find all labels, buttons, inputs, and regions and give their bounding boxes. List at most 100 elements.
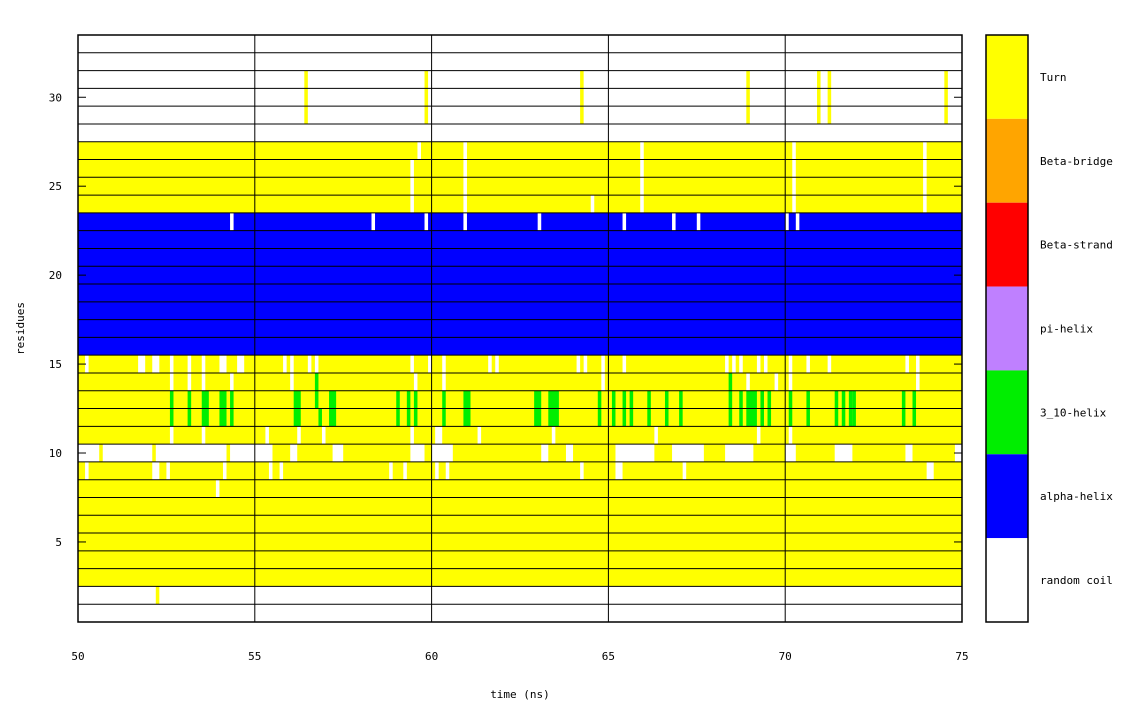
segment-residue-12 — [901, 408, 906, 427]
legend: Turn Beta-bridge Beta-strand pi-helix 3_10-h… — [985, 34, 1113, 623]
row-7 — [78, 497, 962, 516]
segment-residue-13 — [187, 390, 192, 409]
y-axis-label: residues — [14, 302, 27, 355]
row-8 — [78, 479, 962, 498]
legend-label: pi-helix — [1040, 323, 1093, 336]
segment-residue-23 — [785, 212, 789, 231]
segment-residue-14 — [201, 372, 206, 391]
segment-residue-15 — [201, 355, 206, 373]
legend-label: Beta-strand — [1040, 239, 1113, 252]
segment-residue-15 — [495, 355, 499, 373]
segment-residue-15 — [725, 355, 729, 373]
segment-residue-13 — [442, 390, 446, 409]
row-5 — [78, 533, 962, 551]
segment-residue-24 — [640, 195, 644, 213]
segment-residue-12 — [848, 408, 853, 427]
segment-residue-23 — [696, 212, 701, 231]
segment-residue-13 — [841, 390, 846, 409]
segment-residue-12 — [834, 408, 839, 427]
legend-swatch-beta-bridge — [986, 118, 1028, 203]
segment-residue-24 — [590, 195, 595, 213]
row-13 — [78, 390, 962, 409]
segment-residue-31 — [304, 70, 308, 89]
segment-residue-13 — [463, 390, 471, 409]
segment-residue-31 — [424, 70, 429, 89]
segment-residue-9 — [682, 461, 687, 480]
segment-residue-12 — [442, 408, 446, 427]
legend-swatch-beta-strand — [986, 202, 1028, 287]
segment-residue-13 — [548, 390, 559, 409]
segment-residue-26 — [463, 159, 467, 178]
segment-residue-29 — [580, 106, 584, 124]
x-axis-label: time (ns) — [490, 688, 550, 701]
segment-residue-12 — [622, 408, 627, 427]
segment-residue-13 — [746, 390, 757, 409]
row-4 — [78, 550, 962, 569]
segment-residue-30 — [827, 88, 832, 107]
segment-residue-13 — [739, 390, 743, 409]
segment-residue-29 — [746, 106, 750, 124]
segment-residue-12 — [534, 408, 542, 427]
row-27 — [78, 141, 962, 160]
y-tick-label: 30 — [49, 91, 62, 104]
segment-residue-11 — [788, 426, 793, 445]
row-6 — [78, 515, 962, 534]
segment-residue-23 — [537, 212, 542, 231]
x-axis-ticks: 50 55 60 65 70 75 — [71, 650, 968, 663]
segment-residue-26 — [923, 159, 927, 178]
segment-residue-23 — [463, 212, 467, 231]
row-18 — [78, 301, 962, 320]
segment-residue-9 — [389, 461, 393, 480]
segment-residue-27 — [792, 141, 796, 160]
segment-residue-11 — [201, 426, 206, 445]
segment-residue-13 — [806, 390, 810, 409]
y-tick-label: 20 — [49, 269, 62, 282]
segment-residue-13 — [901, 390, 906, 409]
segment-residue-13 — [534, 390, 542, 409]
segment-residue-14 — [314, 372, 319, 391]
segment-residue-11 — [265, 426, 269, 445]
segment-residue-15 — [187, 355, 192, 373]
segment-residue-13 — [413, 390, 418, 409]
segment-residue-15 — [428, 355, 432, 373]
segment-residue-27 — [923, 141, 927, 160]
segment-residue-15 — [290, 355, 294, 373]
segment-residue-11 — [410, 426, 414, 445]
segment-residue-2 — [155, 586, 160, 605]
segment-residue-29 — [304, 106, 308, 124]
segment-residue-10 — [912, 444, 955, 462]
segment-residue-24 — [410, 195, 414, 213]
segment-residue-9 — [222, 461, 227, 480]
segment-residue-23 — [795, 212, 800, 231]
row-26 — [78, 159, 962, 178]
legend-label: alpha-helix — [1040, 490, 1113, 503]
segment-residue-30 — [746, 88, 750, 107]
segment-residue-11 — [477, 426, 482, 445]
segment-residue-9 — [435, 461, 439, 480]
segment-residue-12 — [293, 408, 301, 427]
row-24 — [78, 195, 962, 213]
segment-residue-31 — [944, 70, 948, 89]
segment-residue-15 — [169, 355, 174, 373]
segment-residue-13 — [664, 390, 669, 409]
segment-residue-13 — [314, 390, 319, 409]
segment-residue-12 — [728, 408, 733, 427]
segment-residue-29 — [817, 106, 821, 124]
row-17 — [78, 319, 962, 338]
segment-residue-13 — [852, 390, 856, 409]
segment-residue-13 — [622, 390, 627, 409]
segment-residue-12 — [788, 408, 793, 427]
segment-residue-25 — [923, 177, 927, 196]
segment-residue-14 — [230, 372, 234, 391]
row-25 — [78, 177, 962, 196]
segment-residue-15 — [583, 355, 588, 373]
segment-residue-12 — [912, 408, 917, 427]
segment-residue-10 — [99, 444, 103, 462]
row-32 — [78, 52, 962, 71]
segment-residue-15 — [756, 355, 761, 373]
segment-residue-12 — [679, 408, 683, 427]
segment-residue-25 — [410, 177, 414, 196]
segment-residue-15 — [152, 355, 160, 373]
segment-residue-14 — [442, 372, 446, 391]
